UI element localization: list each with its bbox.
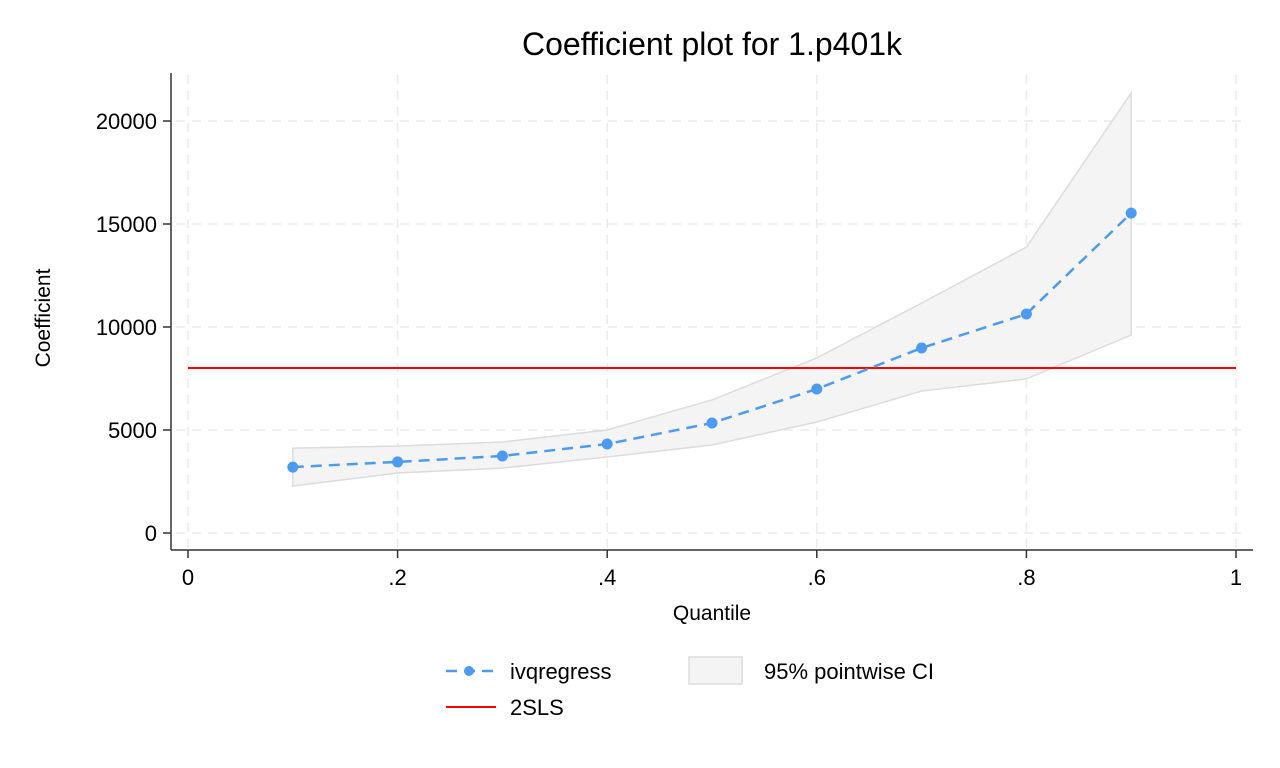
y-tick-label: 10000 [96, 315, 157, 340]
x-axis-title: Quantile [673, 602, 751, 625]
chart-title: Coefficient plot for 1.p401k [522, 26, 903, 62]
legend-label-ivqregress: ivqregress [510, 659, 611, 684]
dot-marker-icon [464, 666, 474, 676]
x-tick-label: 0 [182, 565, 194, 590]
data-point-marker [287, 461, 299, 473]
y-tick-label: 20000 [96, 109, 157, 134]
data-point-marker [706, 417, 718, 429]
data-point-marker [811, 383, 823, 395]
data-point-marker [1125, 207, 1137, 219]
data-point-marker [601, 438, 613, 450]
x-tick-label: .2 [388, 565, 406, 590]
y-tick-label: 15000 [96, 212, 157, 237]
x-axis-ticks: 0 .2 .4 .6 .8 1 [182, 550, 1242, 590]
legend-item-ivqregress: ivqregress [446, 659, 611, 684]
legend-label-2sls: 2SLS [510, 695, 564, 720]
legend-item-ci: 95% pointwise CI [688, 656, 934, 685]
data-point-marker [1020, 308, 1032, 320]
axes [170, 73, 1253, 551]
legend-label-ci: 95% pointwise CI [764, 659, 934, 684]
data-point-marker [392, 456, 404, 468]
y-axis-ticks: 0 5000 10000 15000 20000 [96, 109, 171, 546]
ci-area [292, 90, 1132, 487]
y-axis-title: Coefficient [32, 268, 55, 367]
x-tick-label: 1 [1230, 565, 1242, 590]
area-swatch-icon [688, 656, 743, 685]
x-tick-label: .6 [808, 565, 826, 590]
y-tick-label: 0 [145, 521, 157, 546]
x-tick-label: .8 [1017, 565, 1035, 590]
legend-item-2sls: 2SLS [446, 695, 564, 720]
ivqregress-series [287, 207, 1137, 473]
legend: ivqregress 95% pointwise CI 2SLS [446, 656, 934, 720]
y-tick-label: 5000 [108, 418, 157, 443]
data-point-marker [496, 450, 508, 462]
x-tick-label: .4 [598, 565, 616, 590]
data-point-marker [916, 342, 928, 354]
ci-band [292, 90, 1132, 487]
